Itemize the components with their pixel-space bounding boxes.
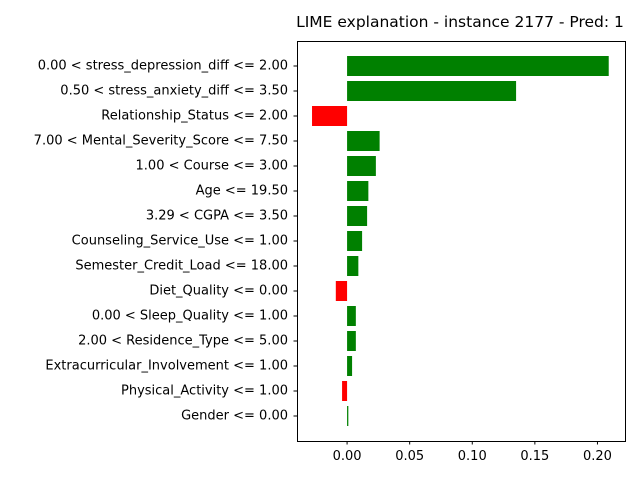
y-tick-label: Counseling_Service_Use <= 1.00 (72, 234, 288, 249)
bar (312, 106, 348, 126)
y-tick-label: 2.00 < Residence_Type <= 5.00 (78, 334, 288, 349)
bar (342, 381, 348, 401)
y-tick-label: 7.00 < Mental_Severity_Score <= 7.50 (34, 134, 288, 149)
bar (347, 56, 609, 76)
bar (347, 406, 349, 426)
bars-group (312, 56, 609, 426)
y-tick-label: 0.00 < Sleep_Quality <= 1.00 (92, 309, 288, 324)
bar (347, 306, 356, 326)
x-tick-label: 0.10 (458, 449, 487, 464)
x-tick-label: 0.15 (520, 449, 549, 464)
y-tick-label: Diet_Quality <= 0.00 (149, 284, 288, 299)
y-tick-label: 3.29 < CGPA <= 3.50 (146, 209, 288, 224)
y-tick-label: Extracurricular_Involvement <= 1.00 (45, 359, 288, 374)
x-tick-label: 0.05 (395, 449, 424, 464)
bar (335, 281, 348, 301)
plot-area-frame (297, 41, 626, 442)
bar (347, 231, 363, 251)
y-tick-label: Physical_Activity <= 1.00 (121, 384, 288, 399)
chart-title: LIME explanation - instance 2177 - Pred:… (296, 13, 624, 31)
bar (347, 356, 353, 376)
bar (347, 331, 356, 351)
y-tick-label: Gender <= 0.00 (181, 409, 288, 424)
y-tick-label: 0.00 < stress_depression_diff <= 2.00 (38, 59, 288, 74)
bar (347, 181, 369, 201)
y-tick-label: Relationship_Status <= 2.00 (101, 109, 288, 124)
y-tick-label: 1.00 < Course <= 3.00 (136, 159, 288, 174)
bar (347, 256, 359, 276)
x-tick-label: 0.00 (333, 449, 362, 464)
x-ticks: 0.00 0.05 0.10 0.15 0.20 (333, 441, 612, 464)
y-tick-label: Semester_Credit_Load <= 18.00 (75, 259, 288, 274)
x-tick-label: 0.20 (583, 449, 612, 464)
y-tick-labels: 0.00 < stress_depression_diff <= 2.00 0.5… (34, 59, 297, 424)
bar (347, 156, 376, 176)
y-tick-label: Age <= 19.50 (196, 184, 288, 199)
y-tick-label: 0.50 < stress_anxiety_diff <= 3.50 (60, 84, 288, 99)
bar (347, 131, 380, 151)
bar (347, 81, 517, 101)
bar (347, 206, 368, 226)
